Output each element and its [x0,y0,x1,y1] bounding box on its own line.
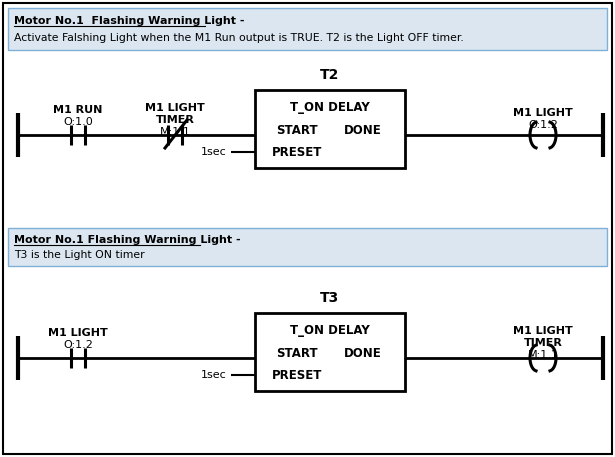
Text: PRESET: PRESET [272,369,322,382]
Text: M:1.1: M:1.1 [159,127,191,137]
Text: Motor No.1  Flashing Warning Light -: Motor No.1 Flashing Warning Light - [14,16,245,26]
Text: T_ON DELAY: T_ON DELAY [290,324,370,337]
Text: T3 is the Light ON timer: T3 is the Light ON timer [14,250,145,260]
Text: DONE: DONE [344,124,382,137]
Text: START: START [276,347,318,360]
Bar [255,90,405,168]
Text: T_ON DELAY: T_ON DELAY [290,101,370,114]
Text: Motor No.1 Flashing Warning Light -: Motor No.1 Flashing Warning Light - [14,235,240,245]
Text: DONE: DONE [344,347,382,360]
Text: M1 LIGHT: M1 LIGHT [48,328,108,338]
Text: O:1.2: O:1.2 [63,340,93,350]
Text: M1 LIGHT: M1 LIGHT [513,326,573,336]
Text: O:1.2: O:1.2 [528,120,558,130]
Text: 1sec: 1sec [201,371,227,380]
Bar [8,8,607,50]
Text: Activate Falshing Light when the M1 Run output is TRUE. T2 is the Light OFF time: Activate Falshing Light when the M1 Run … [14,33,464,43]
Text: PRESET: PRESET [272,146,322,159]
Text: START: START [276,124,318,137]
Text: TIMER: TIMER [156,115,194,125]
Bar [8,228,607,266]
Text: O:1.0: O:1.0 [63,117,93,127]
Text: TIMER: TIMER [523,338,563,348]
Bar [255,313,405,391]
Text: M1 LIGHT: M1 LIGHT [145,103,205,113]
Text: 1sec: 1sec [201,148,227,157]
Text: T3: T3 [320,291,339,305]
Text: M1 RUN: M1 RUN [54,105,103,115]
Text: M1 LIGHT: M1 LIGHT [513,108,573,118]
Text: T2: T2 [320,68,339,82]
Text: M:1.1: M:1.1 [528,350,558,360]
